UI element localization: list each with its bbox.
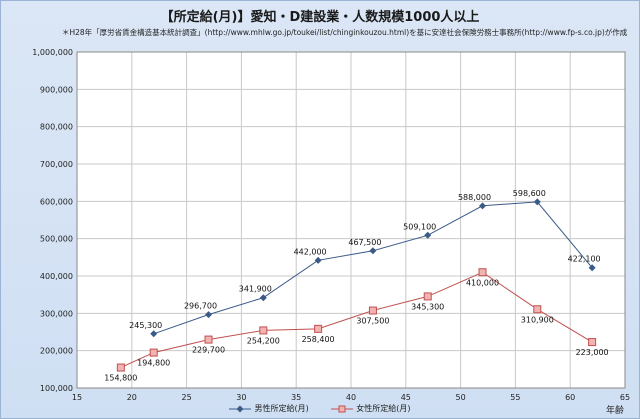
data-point xyxy=(259,326,268,335)
data-label: 223,000 xyxy=(576,348,609,357)
y-tick-label: 300,000 xyxy=(40,309,73,318)
x-tick-label: 15 xyxy=(72,393,82,402)
legend-item-female: 女性所定給(月) xyxy=(331,403,411,414)
data-label: 258,400 xyxy=(302,335,335,344)
data-point xyxy=(588,264,596,272)
x-tick-label: 30 xyxy=(236,393,246,402)
data-point xyxy=(424,231,432,239)
y-tick-label: 400,000 xyxy=(40,272,73,281)
data-label: 307,500 xyxy=(356,317,389,326)
data-label: 296,700 xyxy=(184,302,217,311)
legend-label-male: 男性所定給(月) xyxy=(254,404,309,413)
data-point xyxy=(533,305,542,314)
data-label: 598,600 xyxy=(513,189,546,198)
data-label: 194,800 xyxy=(137,359,170,368)
data-label: 341,900 xyxy=(239,285,272,294)
legend-label-female: 女性所定給(月) xyxy=(356,404,411,413)
data-point xyxy=(150,330,158,338)
legend-marker-square-icon xyxy=(331,405,354,412)
chart-title: 【所定給(月)】愛知・D建設業・人数規模1000人以上 xyxy=(160,10,480,25)
y-tick-label: 600,000 xyxy=(40,197,73,206)
x-tick-label: 60 xyxy=(565,393,575,402)
x-tick-label: 35 xyxy=(291,393,301,402)
y-tick-label: 200,000 xyxy=(40,347,73,356)
data-label: 509,100 xyxy=(403,222,436,231)
x-tick-label: 40 xyxy=(346,393,356,402)
data-label: 588,000 xyxy=(458,193,491,202)
data-label: 467,500 xyxy=(348,238,381,247)
x-tick-label: 45 xyxy=(401,393,411,402)
x-tick-label: 65 xyxy=(620,393,630,402)
y-tick-label: 500,000 xyxy=(40,235,73,244)
legend-item-male: 男性所定給(月) xyxy=(229,403,309,414)
x-tick-label: 50 xyxy=(456,393,466,402)
data-point xyxy=(204,335,213,344)
y-tick-label: 100,000 xyxy=(40,384,73,393)
data-point xyxy=(314,324,323,333)
data-point xyxy=(149,348,158,357)
data-label: 229,700 xyxy=(192,346,225,355)
data-point xyxy=(423,292,432,301)
y-tick-label: 1,000,000 xyxy=(32,48,73,57)
y-tick-label: 700,000 xyxy=(40,160,73,169)
legend: 男性所定給(月) 女性所定給(月) xyxy=(0,403,640,415)
data-label: 254,200 xyxy=(247,336,280,345)
legend-marker-diamond-icon xyxy=(229,405,252,412)
chart-subtitle: ＊H28年「厚労省賃金構造基本統計調査」(http://www.mhlw.go.… xyxy=(62,28,628,37)
data-label: 442,000 xyxy=(294,247,327,256)
data-label: 245,300 xyxy=(129,321,162,330)
data-point xyxy=(259,294,267,302)
data-point xyxy=(588,338,597,347)
data-point xyxy=(314,256,322,264)
data-label: 310,900 xyxy=(521,315,554,324)
data-label: 345,300 xyxy=(411,302,444,311)
data-point xyxy=(116,363,125,372)
data-label: 154,800 xyxy=(104,374,137,383)
series-line-2 xyxy=(120,271,593,368)
data-point xyxy=(205,311,213,319)
data-point xyxy=(533,198,541,206)
y-tick-label: 900,000 xyxy=(40,85,73,94)
data-label: 422,100 xyxy=(568,255,601,264)
data-point xyxy=(478,268,487,277)
data-point xyxy=(368,306,377,315)
plot-border xyxy=(76,51,626,389)
data-point xyxy=(369,247,377,255)
x-tick-label: 55 xyxy=(510,393,520,402)
x-tick-label: 25 xyxy=(182,393,192,402)
data-label: 410,000 xyxy=(466,278,499,287)
x-tick-label: 20 xyxy=(127,393,137,402)
y-tick-label: 800,000 xyxy=(40,123,73,132)
data-point xyxy=(479,202,487,210)
x-axis-title: 年齢 xyxy=(606,406,625,416)
